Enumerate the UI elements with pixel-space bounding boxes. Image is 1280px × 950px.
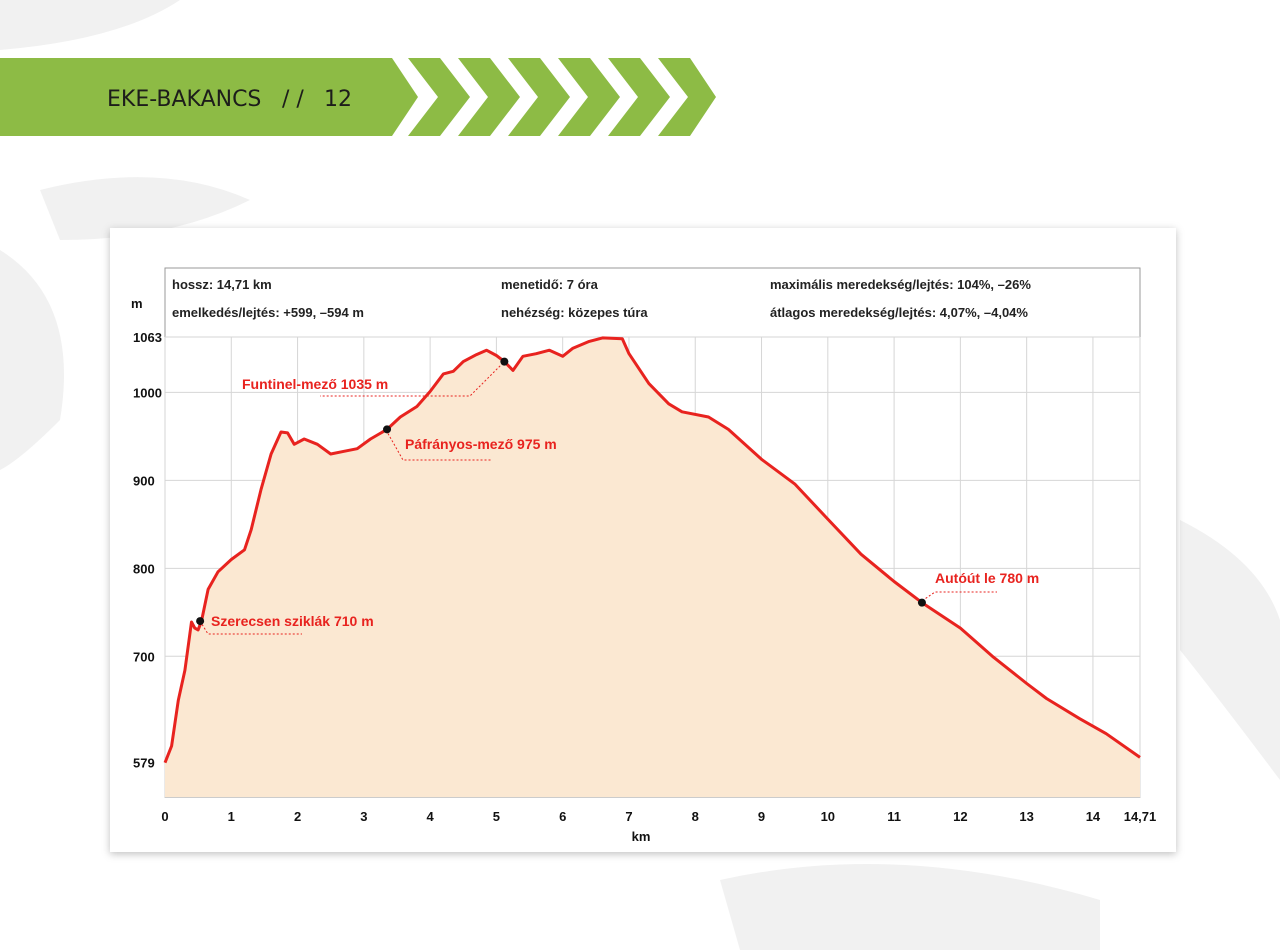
x-tick-label: 11 (887, 809, 901, 824)
annotation-leader (199, 620, 302, 635)
x-tick-label: 3 (360, 809, 367, 824)
y-tick-label: 700 (133, 649, 155, 664)
y-tick-label: 579 (133, 756, 155, 771)
area-fill (165, 337, 1140, 797)
page-number: 12 (324, 87, 352, 112)
x-tick-label: 6 (559, 809, 566, 824)
x-tick-label: 14 (1086, 809, 1101, 824)
x-tick-label: 0 (161, 809, 168, 824)
x-tick-label: 9 (758, 809, 765, 824)
header-title: EKE-BAKANCS (107, 87, 261, 112)
x-tick-label: 2 (294, 809, 301, 824)
x-tick-label: 12 (953, 809, 967, 824)
x-tick-label: 1 (228, 809, 235, 824)
y-tick-label: 900 (133, 473, 155, 488)
x-tick-label: 5 (493, 809, 500, 824)
info-text: hossz: 14,71 km (172, 277, 272, 292)
x-tick-label: 14,71 (1124, 809, 1157, 824)
x-axis-label: km (632, 829, 651, 844)
x-tick-label: 13 (1019, 809, 1033, 824)
y-tick-label: 1000 (133, 385, 162, 400)
x-tick-label: 7 (625, 809, 632, 824)
y-axis-label: m (131, 296, 143, 311)
annotation-label: Szerecsen sziklák 710 m (211, 613, 374, 629)
annotation-point (500, 357, 509, 366)
annotation-label: Autóút le 780 m (935, 570, 1039, 586)
info-text: menetidő: 7 óra (501, 277, 599, 292)
x-tick-label: 10 (821, 809, 835, 824)
annotation-leader (918, 591, 997, 604)
header-chevrons (408, 58, 716, 136)
chart: hossz: 14,71 km emelkedés/lejtés: +599, –… (131, 267, 1157, 844)
info-text: átlagos meredekség/lejtés: 4,07%, –4,04% (770, 305, 1028, 320)
x-tick-label: 4 (427, 809, 435, 824)
annotation-label: Páfrányos-mező 975 m (405, 436, 557, 452)
header-bar (0, 58, 418, 136)
info-text: emelkedés/lejtés: +599, –594 m (172, 305, 364, 320)
y-tick-label: 1063 (133, 330, 162, 345)
y-tick-label: 800 (133, 561, 155, 576)
x-tick-label: 8 (692, 809, 699, 824)
annotation-label: Funtinel-mező 1035 m (242, 376, 388, 392)
annotation-point (196, 617, 205, 626)
elevation-line (163, 336, 1141, 764)
annotation-point (383, 425, 392, 434)
info-text: maximális meredekség/lejtés: 104%, –26% (770, 277, 1031, 292)
header-separator: / / (282, 87, 304, 112)
annotation-leader (385, 429, 492, 461)
annotation-point (917, 598, 926, 607)
info-text: nehézség: közepes túra (501, 305, 648, 320)
